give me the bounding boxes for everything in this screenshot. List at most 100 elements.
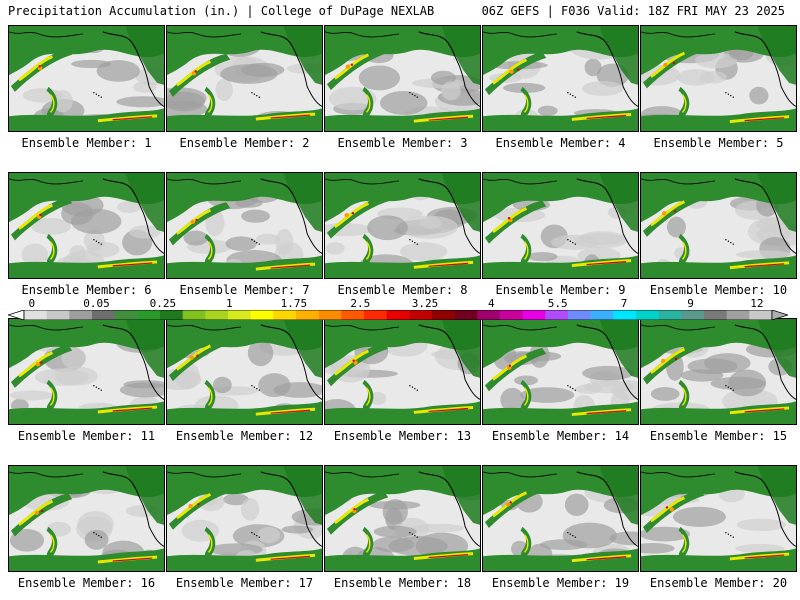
colorbar-swatch [46,310,70,320]
ensemble-member-label: Ensemble Member: 11 [17,429,156,443]
colorbar-swatch [24,310,47,320]
precip-map-image [325,466,480,571]
header-valid-time: 06Z GEFS | F036 Valid: 18Z FRI MAY 23 20… [481,4,785,18]
colorbar-tick-label: 0.25 [149,297,177,310]
ensemble-member-label: Ensemble Member: 13 [333,429,472,443]
precip-map-image [641,319,796,424]
ensemble-member-map [324,172,481,279]
colorbar: 0 0.05 0.25 1 1.75 2.5 3.25 4 5.5 7 9 12 [8,297,788,321]
colorbar-swatch [636,310,659,320]
colorbar-swatch [69,310,93,320]
precip-map-image [641,466,796,571]
colorbar-swatch [341,310,365,320]
ensemble-member-map [166,465,323,572]
precip-map-image [483,466,638,571]
precip-map-image [9,319,164,424]
precip-map-image [167,173,322,278]
colorbar-swatch [182,310,206,320]
ensemble-member-label: Ensemble Member: 16 [17,576,156,590]
ensemble-member-map [8,318,165,425]
colorbar-swatch [228,310,251,320]
ensemble-member-label: Ensemble Member: 3 [337,136,468,150]
ensemble-member-label: Ensemble Member: 4 [495,136,626,150]
precip-map-image [483,173,638,278]
ensemble-member-label: Ensemble Member: 10 [649,283,788,297]
colorbar-swatch [704,310,727,320]
ensemble-member-label: Ensemble Member: 6 [21,283,152,297]
precip-map-image [483,319,638,424]
colorbar-swatch [749,310,773,320]
colorbar-tick-label: 0 [28,297,36,310]
ensemble-member-label: Ensemble Member: 5 [653,136,784,150]
precip-map-image [9,26,164,131]
colorbar-swatch [318,310,342,320]
colorbar-tick-label: 12 [750,297,764,310]
ensemble-member-label: Ensemble Member: 17 [175,576,314,590]
colorbar-swatch [681,310,705,320]
ensemble-member-label: Ensemble Member: 19 [491,576,630,590]
ensemble-member-map [8,172,165,279]
colorbar-tick-label: 0.05 [83,297,110,310]
precip-map-image [325,173,480,278]
ensemble-member-map [8,465,165,572]
colorbar-tick-label: 9 [687,297,694,310]
ensemble-member-map [640,25,797,132]
ensemble-member-map [166,25,323,132]
colorbar-swatch [205,310,229,320]
precip-map-image [325,319,480,424]
colorbar-swatch [658,310,682,320]
colorbar-swatch [500,310,523,320]
precip-map-image [483,26,638,131]
colorbar-swatch [522,310,546,320]
ensemble-member-map [166,172,323,279]
ensemble-member-map [640,172,797,279]
precip-map-image [167,26,322,131]
colorbar-swatch [454,310,478,320]
colorbar-swatch [432,310,455,320]
precip-map-image [9,466,164,571]
colorbar-tick-label: 1.75 [280,297,308,310]
ensemble-member-map [482,318,639,425]
colorbar-swatch [92,310,115,320]
ensemble-member-map [482,172,639,279]
precip-map-image [641,26,796,131]
colorbar-scale [8,310,788,320]
colorbar-tick-label: 1 [225,297,233,310]
ensemble-member-map [324,318,481,425]
colorbar-swatch [386,310,410,320]
precip-map-image [641,173,796,278]
ensemble-member-label: Ensemble Member: 2 [179,136,310,150]
colorbar-swatch [590,310,614,320]
ensemble-member-map [482,465,639,572]
ensemble-member-map [640,318,797,425]
ensemble-member-map [482,25,639,132]
colorbar-swatch [409,310,433,320]
colorbar-swatch [296,310,319,320]
ensemble-member-label: Ensemble Member: 8 [337,283,468,297]
precip-map-image [9,173,164,278]
colorbar-tick-label: 4 [488,297,495,310]
ensemble-member-map [640,465,797,572]
colorbar-swatch [477,310,501,320]
ensemble-member-map [324,25,481,132]
ensemble-member-label: Ensemble Member: 9 [495,283,626,297]
ensemble-member-label: Ensemble Member: 18 [333,576,472,590]
precip-map-image [167,319,322,424]
ensemble-member-label: Ensemble Member: 14 [491,429,630,443]
colorbar-swatch [613,310,637,320]
colorbar-swatch [137,310,161,320]
colorbar-swatch [545,310,569,320]
ensemble-member-label: Ensemble Member: 15 [649,429,788,443]
colorbar-swatch [273,310,297,320]
colorbar-swatch [250,310,274,320]
ensemble-member-map [324,465,481,572]
ensemble-member-label: Ensemble Member: 1 [21,136,152,150]
ensemble-member-map [166,318,323,425]
ensemble-member-label: Ensemble Member: 7 [179,283,310,297]
precip-map-image [325,26,480,131]
ensemble-member-map [8,25,165,132]
ensemble-member-label: Ensemble Member: 12 [175,429,314,443]
precip-map-image [167,466,322,571]
ensemble-member-label: Ensemble Member: 20 [649,576,788,590]
colorbar-tick-label: 7 [620,297,628,310]
